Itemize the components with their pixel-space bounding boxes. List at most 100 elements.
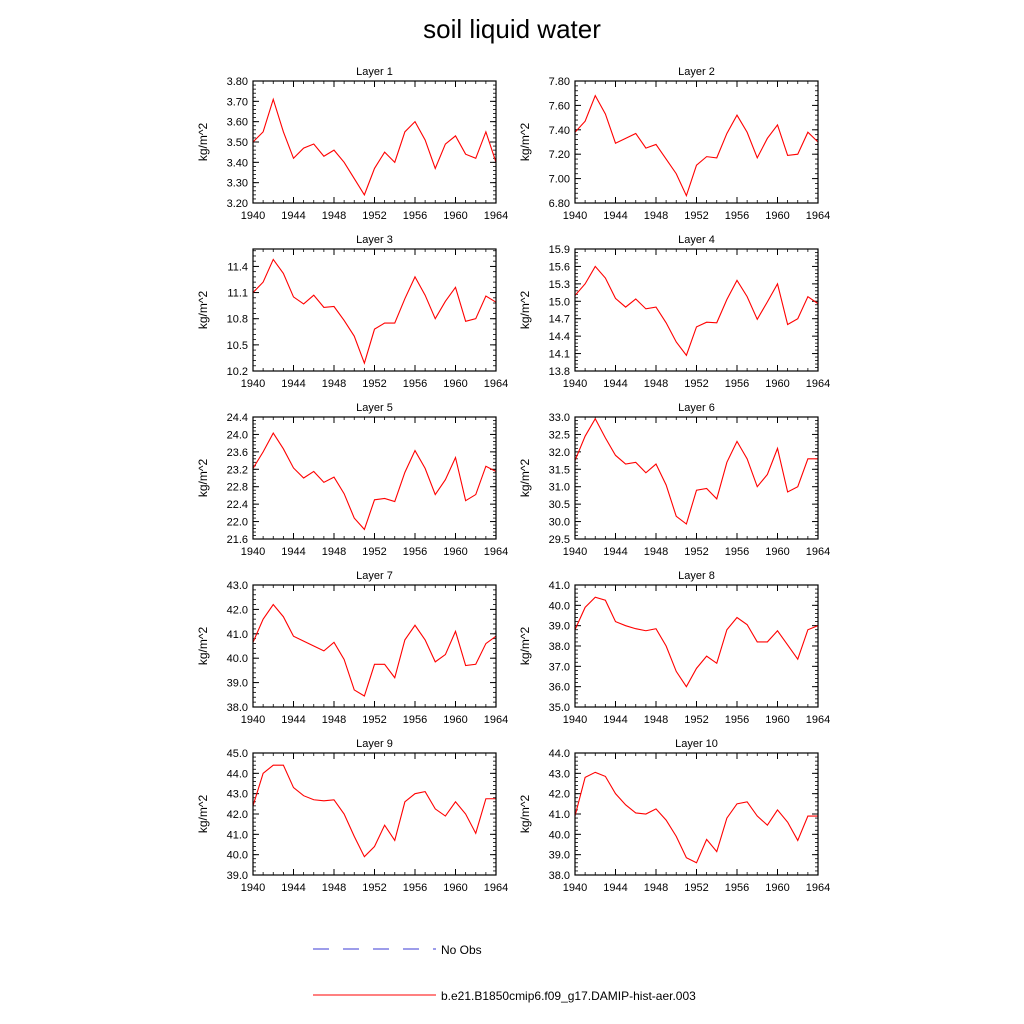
y-tick-label: 7.40 <box>549 125 570 137</box>
y-tick-label: 14.4 <box>549 331 570 343</box>
panel-title: Layer 10 <box>675 738 718 750</box>
x-tick-label: 1964 <box>484 714 508 726</box>
panel-7: Layer 7 kg/m^2 1940 1944 1948 1952 1956 1960 196… <box>196 570 508 726</box>
x-tick-label: 1940 <box>563 378 587 390</box>
x-tick-label: 1944 <box>281 378 305 390</box>
y-tick-label: 44.0 <box>549 748 570 760</box>
y-tick-label: 40.0 <box>227 653 248 665</box>
x-tick-label: 1964 <box>484 210 508 222</box>
x-tick-label: 1952 <box>362 714 386 726</box>
y-tick-label: 38.0 <box>227 702 248 714</box>
y-tick-label: 41.0 <box>227 629 248 641</box>
x-tick-label: 1948 <box>322 378 346 390</box>
y-tick-label: 40.0 <box>227 850 248 862</box>
y-tick-label: 39.0 <box>227 678 248 690</box>
x-tick-label: 1956 <box>725 378 749 390</box>
x-tick-label: 1960 <box>443 882 467 894</box>
panel-4: Layer 4 kg/m^2 1940 1944 1948 1952 1956 1960 196… <box>518 234 830 390</box>
y-tick-label: 31.5 <box>549 464 570 476</box>
x-tick-label: 1940 <box>563 714 587 726</box>
x-tick-label: 1956 <box>725 882 749 894</box>
series-line <box>574 265 819 357</box>
y-tick-label: 40.0 <box>549 829 570 841</box>
y-tick-label: 30.5 <box>549 499 570 511</box>
x-tick-label: 1952 <box>684 714 708 726</box>
y-tick-label: 43.0 <box>227 789 248 801</box>
x-tick-label: 1952 <box>362 378 386 390</box>
plot-frame <box>252 584 497 708</box>
y-tick-label: 45.0 <box>227 748 248 760</box>
y-tick-label: 43.0 <box>549 768 570 780</box>
x-tick-label: 1948 <box>644 378 668 390</box>
y-tick-label: 7.60 <box>549 100 570 112</box>
x-tick-label: 1948 <box>322 546 346 558</box>
panel-2: Layer 2 kg/m^2 1940 1944 1948 1952 1956 1960 196… <box>518 66 830 222</box>
x-tick-label: 1960 <box>765 882 789 894</box>
legend: No Obs b.e21.B1850cmip6.f09_g17.DAMIP-his… <box>313 943 696 1003</box>
x-tick-label: 1952 <box>684 882 708 894</box>
y-tick-label: 44.0 <box>227 768 248 780</box>
x-tick-label: 1948 <box>644 882 668 894</box>
x-tick-label: 1956 <box>403 882 427 894</box>
x-tick-label: 1964 <box>806 546 830 558</box>
panel-8: Layer 8 kg/m^2 1940 1944 1948 1952 1956 1960 196… <box>518 570 830 726</box>
y-axis-label: kg/m^2 <box>196 123 210 162</box>
plot-frame <box>252 80 497 204</box>
x-tick-label: 1944 <box>281 210 305 222</box>
y-tick-label: 40.0 <box>549 600 570 612</box>
x-tick-label: 1956 <box>403 714 427 726</box>
y-tick-label: 39.0 <box>227 870 248 882</box>
y-axis-label: kg/m^2 <box>518 795 532 834</box>
x-tick-label: 1956 <box>403 546 427 558</box>
plot-frame <box>574 416 819 540</box>
series-line <box>574 596 819 688</box>
x-tick-label: 1948 <box>644 714 668 726</box>
y-tick-label: 31.0 <box>549 482 570 494</box>
x-tick-label: 1956 <box>725 546 749 558</box>
x-tick-label: 1952 <box>362 546 386 558</box>
x-tick-label: 1948 <box>644 546 668 558</box>
y-tick-label: 22.8 <box>227 482 248 494</box>
x-tick-label: 1964 <box>484 378 508 390</box>
series-line <box>252 432 497 531</box>
y-tick-label: 14.1 <box>549 349 570 361</box>
y-tick-label: 42.0 <box>227 809 248 821</box>
y-tick-label: 10.2 <box>227 366 248 378</box>
y-tick-label: 3.40 <box>227 157 248 169</box>
y-tick-label: 15.6 <box>549 261 570 273</box>
x-tick-label: 1952 <box>684 546 708 558</box>
x-tick-label: 1960 <box>765 546 789 558</box>
x-tick-label: 1944 <box>603 714 627 726</box>
x-tick-label: 1960 <box>443 378 467 390</box>
y-tick-label: 36.0 <box>549 682 570 694</box>
x-tick-label: 1964 <box>806 210 830 222</box>
y-tick-label: 3.60 <box>227 117 248 129</box>
y-tick-label: 21.6 <box>227 534 248 546</box>
panel-5: Layer 5 kg/m^2 1940 1944 1948 1952 1956 1960 196… <box>196 402 508 558</box>
x-tick-label: 1964 <box>806 378 830 390</box>
chart-title: soil liquid water <box>423 14 601 44</box>
x-tick-label: 1948 <box>644 210 668 222</box>
x-tick-label: 1940 <box>241 378 265 390</box>
panel-title: Layer 3 <box>356 234 393 246</box>
y-tick-label: 11.1 <box>227 288 248 300</box>
y-tick-label: 39.0 <box>549 621 570 633</box>
y-tick-label: 7.00 <box>549 174 570 186</box>
panel-title: Layer 9 <box>356 738 393 750</box>
plot-frame <box>574 752 819 876</box>
series-line <box>252 258 497 365</box>
plot-frame <box>574 584 819 708</box>
y-tick-label: 3.70 <box>227 96 248 108</box>
panel-title: Layer 2 <box>678 66 715 78</box>
y-tick-label: 3.50 <box>227 137 248 149</box>
y-tick-label: 41.0 <box>549 580 570 592</box>
y-tick-label: 38.0 <box>549 641 570 653</box>
x-tick-label: 1952 <box>684 378 708 390</box>
y-tick-label: 24.4 <box>227 412 248 424</box>
y-tick-label: 13.8 <box>549 366 570 378</box>
x-tick-label: 1940 <box>241 546 265 558</box>
y-tick-label: 23.6 <box>227 447 248 459</box>
x-tick-label: 1960 <box>765 378 789 390</box>
